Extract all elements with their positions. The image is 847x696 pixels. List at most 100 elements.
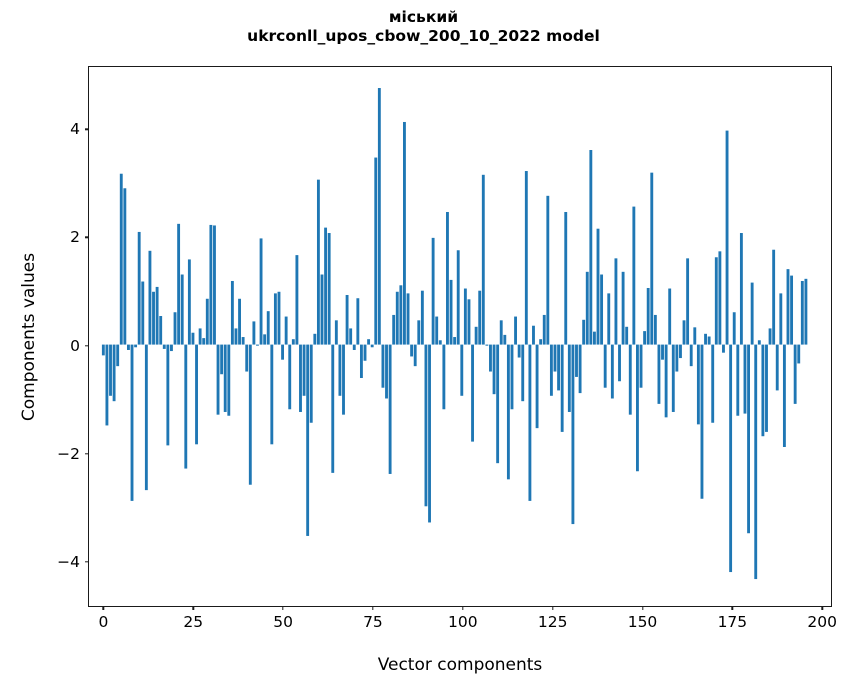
- bar: [463, 288, 467, 345]
- bar: [557, 344, 561, 391]
- bar: [625, 326, 629, 345]
- bar: [230, 280, 234, 345]
- bar: [757, 340, 761, 345]
- bar: [592, 331, 596, 345]
- bar: [614, 258, 618, 345]
- bar: [273, 293, 277, 345]
- x-axis-label: Vector components: [377, 655, 543, 675]
- bar: [130, 344, 134, 501]
- bar: [571, 344, 575, 525]
- y-tick-label: 4: [70, 120, 80, 139]
- bar: [406, 293, 410, 345]
- plot-area: 4 2 0 −2 −4 0 25 50 75 100 125 150 175 200: [57, 66, 837, 631]
- bar: [456, 250, 460, 345]
- bar: [352, 344, 356, 350]
- bar: [743, 344, 747, 414]
- bar-series: [101, 88, 808, 580]
- y-axis-label: Components values: [18, 66, 40, 607]
- bar: [779, 293, 783, 345]
- bar: [159, 316, 163, 345]
- bar: [377, 88, 381, 345]
- bar: [116, 344, 120, 367]
- bar: [610, 344, 614, 399]
- bar: [453, 337, 457, 345]
- bar: [420, 290, 424, 345]
- bar: [424, 344, 428, 507]
- bar: [636, 344, 639, 472]
- bar: [532, 325, 535, 345]
- bar: [144, 344, 148, 491]
- bar: [549, 344, 553, 396]
- x-tick-label: 175: [717, 613, 748, 631]
- bar: [209, 224, 213, 345]
- bar: [657, 344, 661, 404]
- bar: [761, 344, 765, 437]
- bar: [782, 344, 786, 447]
- bar: [524, 171, 528, 345]
- bar: [320, 274, 324, 345]
- bar: [446, 211, 449, 345]
- bar: [747, 344, 750, 534]
- bar: [542, 314, 546, 345]
- bar: [679, 344, 682, 359]
- bar: [277, 291, 281, 345]
- bar: [471, 344, 474, 442]
- bar: [607, 293, 611, 345]
- bar: [632, 206, 636, 345]
- x-tick-label: 75: [363, 613, 383, 631]
- bar: [191, 332, 195, 345]
- bar: [696, 344, 700, 425]
- bar: [152, 291, 155, 345]
- bar: [166, 344, 170, 446]
- bar: [435, 316, 439, 345]
- bar: [496, 344, 500, 464]
- x-tick-label: 200: [807, 613, 837, 631]
- bar: [324, 227, 328, 345]
- bar: [413, 344, 417, 367]
- y-axis-label-text: Components values: [19, 252, 39, 421]
- bar: [370, 344, 374, 348]
- bar: [291, 339, 295, 345]
- bar: [112, 344, 116, 402]
- bar: [281, 344, 285, 360]
- bar: [671, 344, 675, 412]
- bar: [241, 337, 245, 345]
- bar: [363, 344, 367, 361]
- bar: [177, 223, 181, 345]
- bar: [187, 259, 191, 345]
- bar: [567, 344, 571, 412]
- bar: [575, 344, 578, 377]
- bar: [388, 344, 392, 474]
- y-tick-mark: [84, 561, 89, 563]
- bar: [600, 274, 604, 345]
- bar: [234, 328, 238, 345]
- bar: [170, 344, 173, 352]
- x-tick-label: 100: [448, 613, 478, 631]
- bar: [428, 344, 431, 523]
- bar: [119, 173, 123, 345]
- bar: [460, 344, 464, 396]
- bar: [790, 275, 794, 345]
- bar: [775, 344, 779, 391]
- bar: [725, 130, 729, 345]
- y-tick-label: −2: [57, 444, 80, 463]
- x-tick-mark: [551, 606, 554, 611]
- bar: [492, 344, 496, 395]
- bar: [256, 344, 259, 346]
- bar: [223, 344, 227, 412]
- bar: [754, 344, 758, 580]
- bar: [295, 255, 299, 345]
- bar: [714, 257, 718, 345]
- bar: [682, 320, 686, 345]
- bar: [202, 338, 206, 345]
- bar: [750, 282, 754, 345]
- x-tick-mark: [731, 606, 734, 611]
- bar: [417, 320, 421, 345]
- bar: [736, 344, 740, 416]
- bar: [768, 328, 772, 345]
- bar: [359, 344, 363, 379]
- bar: [449, 279, 453, 345]
- bar: [263, 334, 267, 345]
- bar: [489, 344, 492, 372]
